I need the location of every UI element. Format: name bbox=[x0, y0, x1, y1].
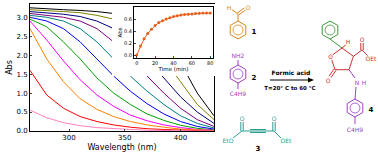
svg-text:O: O bbox=[360, 36, 365, 43]
svg-text:C4H9: C4H9 bbox=[230, 90, 247, 97]
svg-text:0.0: 0.0 bbox=[16, 127, 27, 135]
svg-text:H: H bbox=[346, 38, 351, 45]
svg-text:1.0: 1.0 bbox=[16, 90, 27, 98]
svg-text:2.0: 2.0 bbox=[16, 52, 27, 60]
svg-text:350: 350 bbox=[118, 134, 131, 142]
svg-text:3: 3 bbox=[256, 145, 261, 153]
svg-text:1.5: 1.5 bbox=[16, 71, 27, 79]
svg-text:O: O bbox=[326, 77, 331, 84]
svg-text:400: 400 bbox=[174, 134, 187, 142]
svg-text:Formic acid: Formic acid bbox=[272, 69, 311, 76]
svg-text:O: O bbox=[328, 53, 333, 60]
svg-text:H: H bbox=[362, 79, 367, 86]
svg-text:0.6: 0.6 bbox=[124, 16, 132, 22]
svg-text:0.0: 0.0 bbox=[124, 52, 132, 58]
svg-text:0: 0 bbox=[135, 60, 138, 66]
svg-text:1: 1 bbox=[252, 28, 257, 36]
svg-text:20: 20 bbox=[152, 60, 158, 66]
svg-text:N: N bbox=[355, 79, 360, 86]
svg-text:C4H9: C4H9 bbox=[347, 126, 364, 133]
svg-text:80: 80 bbox=[207, 60, 213, 66]
svg-text:Time (min): Time (min) bbox=[158, 66, 189, 72]
svg-text:0.2: 0.2 bbox=[124, 40, 132, 46]
svg-text:Abs: Abs bbox=[5, 60, 14, 75]
svg-text:T=20° C to 60 °C: T=20° C to 60 °C bbox=[264, 85, 315, 91]
svg-text:0.4: 0.4 bbox=[124, 28, 132, 34]
svg-text:NH2: NH2 bbox=[232, 52, 245, 59]
svg-text:40: 40 bbox=[170, 60, 176, 66]
svg-text:EtO: EtO bbox=[223, 137, 234, 144]
svg-text:60: 60 bbox=[189, 60, 195, 66]
svg-text:2: 2 bbox=[252, 74, 257, 82]
svg-text:Abs: Abs bbox=[117, 27, 123, 37]
svg-text:0.5: 0.5 bbox=[16, 108, 27, 116]
svg-text:Wavelength (nm): Wavelength (nm) bbox=[87, 143, 156, 152]
svg-text:O: O bbox=[246, 4, 251, 11]
svg-text:H: H bbox=[227, 4, 232, 11]
svg-text:3.0: 3.0 bbox=[16, 14, 27, 22]
svg-text:300: 300 bbox=[62, 134, 75, 142]
svg-text:4: 4 bbox=[369, 106, 374, 114]
svg-text:OEt: OEt bbox=[366, 55, 378, 62]
svg-text:2.5: 2.5 bbox=[16, 33, 27, 41]
svg-text:O: O bbox=[240, 115, 245, 122]
svg-text:OEt: OEt bbox=[281, 137, 293, 144]
svg-text:O: O bbox=[272, 115, 277, 122]
